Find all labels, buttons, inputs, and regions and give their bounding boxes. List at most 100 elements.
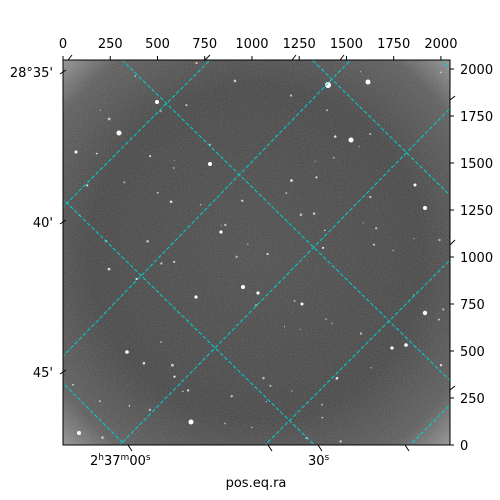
- star: [315, 176, 318, 179]
- world-tick-mark: [67, 54, 73, 61]
- ra-tick-label: 2h37m00s: [90, 453, 151, 469]
- star: [142, 361, 146, 365]
- star: [219, 230, 223, 234]
- right-tick-label: 1250: [460, 204, 493, 219]
- star: [365, 79, 371, 85]
- star: [195, 62, 198, 65]
- plot-frame: [62, 59, 451, 446]
- star: [333, 135, 337, 138]
- star: [369, 132, 372, 136]
- star: [251, 426, 253, 429]
- x-axis-label: pos.eq.ra: [226, 476, 287, 491]
- world-tick-mark: [449, 239, 456, 246]
- star: [173, 375, 176, 378]
- star: [404, 343, 408, 347]
- top-tick-label: 1000: [235, 37, 268, 52]
- star: [116, 130, 122, 136]
- world-tick-mark: [204, 54, 211, 61]
- star: [224, 223, 227, 227]
- star: [123, 181, 126, 184]
- star: [220, 225, 222, 227]
- star: [325, 82, 331, 88]
- star: [360, 71, 362, 73]
- star: [439, 71, 442, 74]
- right-tick-label: 250: [460, 392, 485, 407]
- star: [339, 440, 342, 443]
- world-tick-mark: [317, 444, 323, 452]
- grid-line: [121, 60, 450, 382]
- star: [335, 376, 339, 380]
- star: [291, 390, 293, 392]
- star: [293, 300, 296, 302]
- star: [312, 212, 316, 215]
- right-tick-label: 500: [460, 345, 485, 360]
- star: [256, 291, 260, 295]
- star: [266, 252, 269, 256]
- top-tick-label: 750: [192, 37, 217, 52]
- star: [358, 146, 360, 148]
- star: [107, 267, 111, 271]
- world-tick-mark: [59, 219, 67, 225]
- star: [372, 243, 375, 246]
- star: [74, 150, 78, 154]
- star: [439, 364, 443, 367]
- star: [332, 156, 335, 159]
- star: [247, 243, 249, 245]
- right-tick-label: 750: [460, 298, 485, 313]
- grid-line: [311, 60, 450, 197]
- dec-tick-label: 40': [33, 216, 53, 231]
- star: [134, 75, 137, 77]
- world-tick-mark: [291, 54, 297, 61]
- star: [290, 179, 293, 182]
- star: [325, 109, 329, 112]
- right-tick-label: 2000: [460, 63, 493, 78]
- star: [422, 310, 428, 316]
- star: [86, 184, 89, 187]
- star: [101, 436, 104, 439]
- grid-line: [119, 107, 450, 445]
- star: [95, 152, 98, 155]
- star: [262, 376, 265, 380]
- star: [370, 367, 372, 369]
- world-axis-ticks: [59, 54, 456, 452]
- star: [146, 239, 149, 243]
- star: [241, 285, 245, 289]
- star: [208, 162, 212, 166]
- star: [233, 79, 237, 83]
- star: [169, 200, 173, 204]
- star: [289, 94, 293, 97]
- star: [299, 213, 303, 216]
- top-tick-label: 1750: [377, 37, 410, 52]
- star: [172, 167, 175, 169]
- right-tick-label: 1500: [460, 157, 493, 172]
- star: [173, 260, 176, 264]
- star: [300, 302, 304, 306]
- star: [314, 160, 316, 162]
- sky-image: [63, 60, 450, 445]
- star: [362, 222, 364, 224]
- star: [369, 195, 372, 199]
- world-tick-mark: [267, 444, 273, 452]
- star: [223, 422, 226, 425]
- top-tick-label: 1500: [330, 37, 363, 52]
- star: [413, 294, 415, 296]
- top-tick-label: 2000: [424, 37, 457, 52]
- star: [285, 192, 288, 194]
- star: [72, 383, 74, 386]
- star: [128, 405, 131, 407]
- star: [107, 117, 111, 121]
- star: [148, 408, 152, 412]
- star: [322, 246, 325, 249]
- star-field: [72, 62, 445, 443]
- star: [241, 199, 244, 202]
- star: [325, 318, 327, 320]
- star: [199, 204, 202, 206]
- star: [324, 229, 326, 232]
- dec-tick-label: 28°35': [10, 66, 53, 81]
- star: [135, 277, 138, 281]
- world-tick-mark: [59, 369, 67, 375]
- star: [442, 308, 445, 311]
- star: [173, 159, 175, 162]
- grid-line: [440, 60, 450, 69]
